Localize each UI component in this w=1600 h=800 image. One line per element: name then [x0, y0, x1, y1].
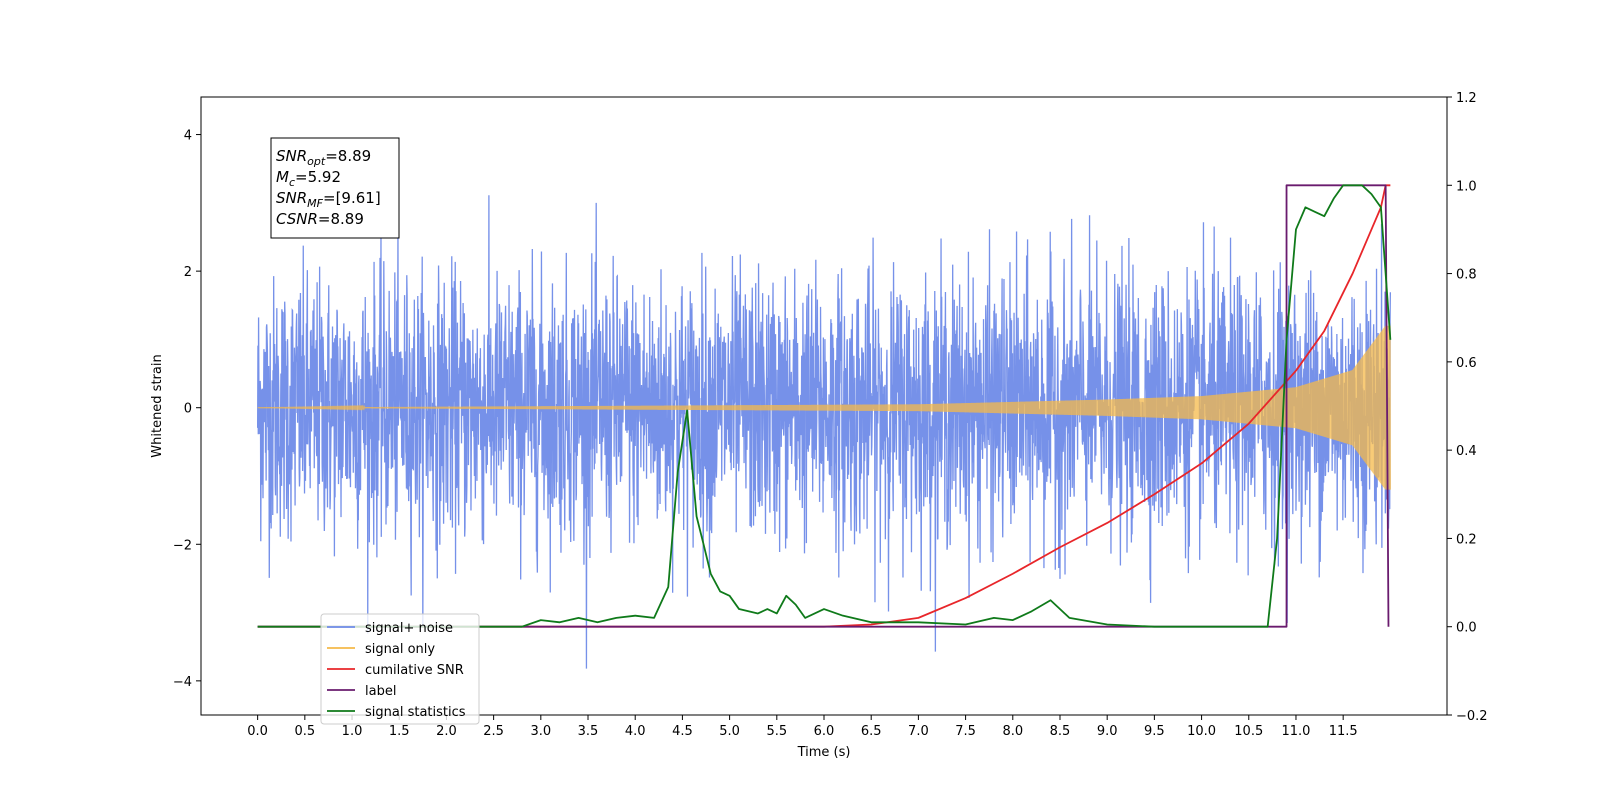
x-tick-label: 8.0 — [1002, 724, 1023, 739]
legend: signal+ noise signal only cumilative SNR la… — [320, 613, 480, 725]
x-tick-label: 8.5 — [1050, 724, 1071, 739]
x-tick-label: 10.5 — [1234, 724, 1263, 739]
annotation-frame — [270, 137, 400, 239]
x-tick-label: 9.5 — [1144, 724, 1165, 739]
x-axis-label: Time (s) — [797, 745, 851, 760]
signal-statistics-line — [257, 184, 1392, 628]
x-tick-label: 4.5 — [672, 724, 693, 739]
x-tick-label: 7.5 — [955, 724, 976, 739]
x-tick-label: 4.0 — [625, 724, 646, 739]
y2-tick-label: 0.2 — [1456, 532, 1477, 547]
x-axis: 0.0 0.5 1.0 1.5 2.0 2.5 3.0 3.5 4.0 4.5 5.0 5.5 6.0 6… — [247, 715, 1358, 739]
x-tick-label: 11.0 — [1281, 724, 1310, 739]
y2-tick-label: 0.8 — [1456, 268, 1477, 283]
y-axis-label: Whitened strain — [150, 354, 165, 457]
y2-tick-label: 0.4 — [1456, 444, 1477, 459]
x-tick-label: 2.0 — [436, 724, 457, 739]
x-tick-label: 6.5 — [861, 724, 882, 739]
y-tick-label: 4 — [184, 129, 192, 144]
legend-entry: signal only — [365, 642, 435, 657]
legend-entry: label — [365, 684, 396, 699]
x-tick-label: 11.5 — [1329, 724, 1358, 739]
x-tick-label: 0.0 — [247, 724, 268, 739]
x-tick-label: 9.0 — [1097, 724, 1118, 739]
cumilative-snr-line — [257, 184, 1391, 628]
legend-entry: signal+ noise — [365, 621, 453, 636]
annotation-line: Mc=5.92 — [276, 168, 341, 189]
legend-entry: signal statistics — [365, 705, 466, 720]
signal-only-line — [257, 325, 1391, 490]
x-tick-label: 0.5 — [294, 724, 315, 739]
y-tick-label: −2 — [173, 538, 192, 553]
right-axis-series — [257, 184, 1392, 628]
x-tick-label: 1.5 — [389, 724, 410, 739]
annotation-line: SNRopt=8.89 — [276, 147, 371, 168]
y-tick-label: 0 — [184, 402, 192, 417]
y2-tick-label: 1.2 — [1456, 91, 1477, 106]
annotation-line: SNRMF=[9.61] — [276, 189, 381, 210]
y2-tick-label: 1.0 — [1456, 179, 1477, 194]
x-tick-label: 5.5 — [766, 724, 787, 739]
legend-frame — [320, 613, 480, 725]
signal-plus-noise-series — [256, 195, 1392, 669]
y2-tick-label: 0.0 — [1456, 621, 1477, 636]
y-tick-label: 2 — [184, 265, 192, 280]
x-tick-label: 7.0 — [908, 724, 929, 739]
y-axis-right: −0.2 0.0 0.2 0.4 0.6 0.8 1.0 1.2 — [1447, 91, 1488, 724]
x-tick-label: 3.5 — [578, 724, 599, 739]
label-line — [257, 184, 1390, 628]
legend-entry: cumilative SNR — [365, 663, 464, 678]
signal-plus-noise-line — [256, 195, 1392, 669]
x-tick-label: 2.5 — [483, 724, 504, 739]
x-tick-label: 3.0 — [530, 724, 551, 739]
y2-tick-label: −0.2 — [1456, 709, 1488, 724]
annotation-line: CSNR=8.89 — [276, 210, 364, 228]
y2-tick-label: 0.6 — [1456, 356, 1477, 371]
x-tick-label: 1.0 — [342, 724, 363, 739]
x-tick-label: 10.0 — [1187, 724, 1216, 739]
y-tick-label: −4 — [173, 675, 192, 690]
x-tick-label: 6.0 — [814, 724, 835, 739]
y-axis-left: −4 −2 0 2 4 — [173, 129, 201, 690]
x-tick-label: 5.0 — [719, 724, 740, 739]
signal-only-series — [257, 325, 1391, 490]
